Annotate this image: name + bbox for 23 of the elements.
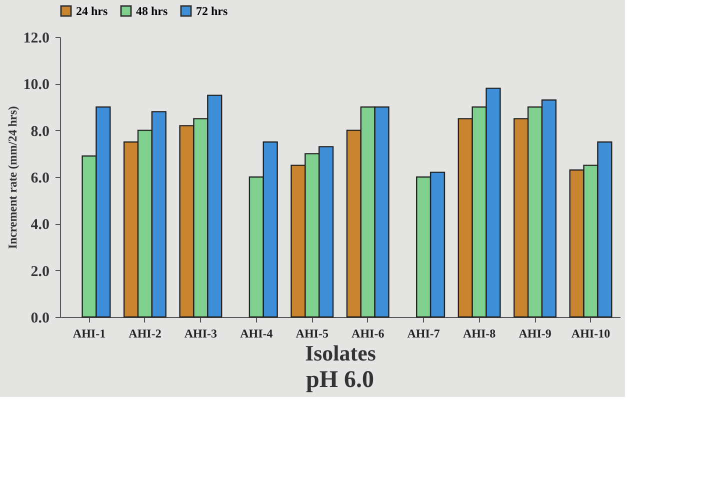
legend-label: 48 hrs xyxy=(136,4,168,18)
x-tick-label: AHI-4 xyxy=(240,326,273,340)
x-tick-label: AHI-6 xyxy=(352,326,384,340)
text: pH 6.0 xyxy=(306,367,374,393)
y-tick-label: 8.0 xyxy=(30,124,50,140)
y-tick-label: 2.0 xyxy=(30,264,50,280)
legend-label: 24 hrs xyxy=(76,4,108,18)
x-tick-label: AHI-5 xyxy=(296,326,328,340)
x-tick-label: AHI-9 xyxy=(518,326,552,340)
y-tick-label: 0.0 xyxy=(30,310,50,326)
y-tick-label: 4.0 xyxy=(30,217,50,234)
x-tick-label: AHI-7 xyxy=(407,326,440,340)
legend-label: 72 hrs xyxy=(196,4,228,18)
x-tick-label: AHI-8 xyxy=(462,326,496,340)
x-tick-label: AHI-3 xyxy=(184,326,218,340)
y-tick-label: 12.0 xyxy=(23,30,50,46)
x-tick-label: AHI-2 xyxy=(128,326,162,340)
y-tick-label: 10.0 xyxy=(23,77,50,94)
y-tick-label: 6.0 xyxy=(30,170,50,186)
x-tick-label: AHI-1 xyxy=(72,326,106,340)
x-axis-title: Isolates xyxy=(305,340,376,366)
x-tick-label: AHI-10 xyxy=(571,326,610,340)
y-axis-title: Increment rate (mm/24 hrs) xyxy=(5,106,20,249)
